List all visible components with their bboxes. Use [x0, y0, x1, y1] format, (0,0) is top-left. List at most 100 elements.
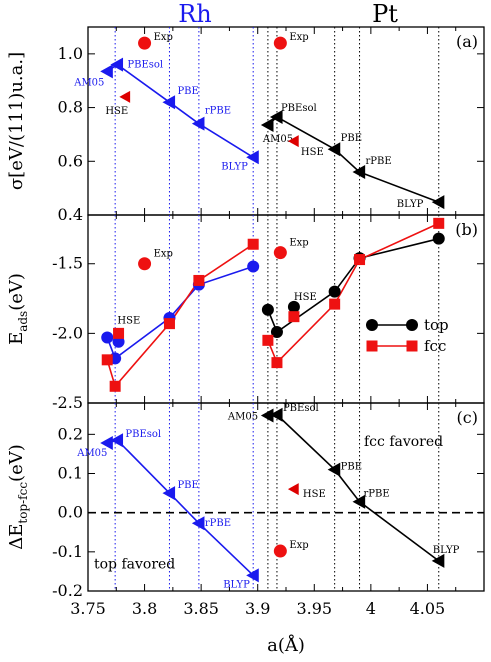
y-tick-label: 0.2: [58, 424, 83, 443]
y-tick-label: -2.5: [52, 393, 83, 412]
pt-point-label: PBEsol: [283, 403, 319, 414]
pt-data-point: [352, 494, 366, 509]
rh-point-label: PBEsol: [125, 429, 161, 440]
pt-point-label: AM05: [262, 134, 293, 145]
rh-data-point: [191, 116, 205, 131]
x-axis-label: a(Å): [267, 634, 305, 656]
pt-top-point: [270, 325, 283, 338]
rh-top-point: [247, 260, 260, 273]
pt-data-point: [260, 408, 274, 423]
fcc-favored-annotation: fcc favored: [364, 434, 443, 450]
rh-point-label: rPBE: [205, 106, 231, 117]
legend-fcc-swatch: [406, 340, 418, 352]
x-tick-label: 4.05: [410, 599, 446, 618]
pt-data-point: [327, 142, 341, 157]
hse-fcc-point: [288, 311, 300, 323]
panel-c-energy-difference: AM05 PBEsol PBE rPBE BLYP AM05 PBEsol PBE rPBE BL…: [76, 403, 484, 590]
rh-data-point: [110, 57, 124, 72]
pt-point-label: BLYP: [433, 545, 460, 556]
panel-b-adsorption-energy: HSE HSE Exp Exp top fcc: [101, 217, 449, 392]
pt-point-label: BLYP: [397, 199, 424, 210]
hse-point-label: HSE: [117, 316, 140, 327]
pt-data-point: [269, 407, 283, 422]
top-favored-annotation: top favored: [94, 556, 175, 572]
y-tick-label: 0.6: [58, 151, 83, 170]
rh-data-point: [162, 95, 176, 110]
rh-point-label: BLYP: [221, 161, 248, 172]
hse-data-point: [287, 135, 299, 148]
pt-fcc-point: [354, 254, 366, 266]
hse-top-point: [287, 300, 300, 313]
y-tick-label: 0.1: [58, 464, 83, 483]
exp-point-label: Exp: [289, 238, 308, 249]
pt-point-label: PBE: [341, 462, 362, 473]
rh-fcc-point: [193, 274, 205, 286]
rh-data-point: [110, 433, 124, 448]
exp-data-point: [273, 36, 287, 50]
rh-data-point: [246, 568, 259, 583]
legend-fcc-label: fcc: [424, 337, 446, 355]
hse-data-point: [119, 90, 131, 103]
rh-data-point: [100, 64, 113, 79]
hse-point-label: HSE: [294, 292, 317, 303]
y-tick-label: 0.8: [58, 98, 83, 117]
rh-point-label: PBE: [177, 86, 198, 97]
hse-fcc-point: [113, 327, 125, 339]
pt-fcc-point: [262, 334, 274, 346]
exp-point-label: Exp: [154, 32, 173, 43]
exp-data-point: [138, 36, 152, 50]
pt-fcc-point: [433, 217, 445, 229]
exp-point-label: Exp: [154, 249, 173, 260]
pt-header-label: Pt: [372, 0, 398, 28]
lattice-constant-lines: [114, 27, 440, 591]
exp-point-label: Exp: [289, 32, 308, 43]
exp-data-point: [273, 246, 287, 260]
rh-energy-diff-line: [107, 439, 254, 576]
x-tick-label: 4: [366, 599, 376, 618]
rh-fcc-point: [163, 318, 175, 330]
x-tick-label: 3.85: [183, 599, 219, 618]
panel-a-ylabel: σ[eV/(111)u.a.]: [6, 52, 27, 190]
panel-a-frame: [87, 26, 485, 216]
hse-data-point: [287, 483, 299, 496]
hse-point-label: HSE: [303, 489, 326, 500]
pt-top-point: [328, 285, 341, 298]
y-tick-label: -1.5: [52, 254, 83, 273]
rh-point-label: PBEsol: [127, 60, 163, 71]
rh-top-point: [101, 331, 114, 344]
panel-label: (a): [456, 32, 478, 51]
panel-b-ylabel: Eads(eV): [6, 273, 30, 345]
pt-top-point: [432, 232, 445, 245]
y-tick-label: 0.0: [58, 503, 83, 522]
legend-top-swatch: [406, 319, 418, 331]
hse-point-label: HSE: [105, 106, 128, 117]
rh-data-point: [100, 435, 113, 450]
legend-fcc-swatch: [366, 340, 378, 352]
panel-label: (b): [455, 220, 478, 239]
y-tick-label: -0.1: [52, 542, 83, 561]
pt-data-point: [431, 553, 445, 568]
pt-point-label: rPBE: [366, 156, 392, 167]
pt-point-label: AM05: [227, 412, 258, 423]
exp-data-point: [138, 257, 152, 271]
pt-surface-energy-line: [267, 115, 440, 203]
y-tick-label: -0.2: [52, 581, 83, 600]
panel-label: (c): [457, 408, 478, 427]
pt-data-point: [431, 195, 445, 210]
rh-top-line: [106, 265, 254, 360]
pt-data-point: [352, 165, 366, 180]
rh-header-label: Rh: [178, 0, 212, 28]
x-tick-label: 3.8: [132, 599, 157, 618]
hse-point-label: HSE: [301, 147, 324, 158]
pt-point-label: PBEsol: [281, 103, 317, 114]
pt-data-point: [260, 118, 274, 133]
panel-a-surface-energy: AM05 PBEsol PBE rPBE BLYP AM05 PBEsol PBE rPBE BL…: [73, 32, 445, 210]
pt-data-point: [269, 109, 283, 124]
rh-point-label: rPBE: [205, 518, 231, 529]
pt-fcc-point: [329, 298, 341, 310]
rh-data-point: [162, 486, 176, 501]
exp-data-point: [273, 544, 287, 558]
rh-point-label: AM05: [73, 77, 104, 88]
exp-point-label: Exp: [289, 540, 308, 551]
